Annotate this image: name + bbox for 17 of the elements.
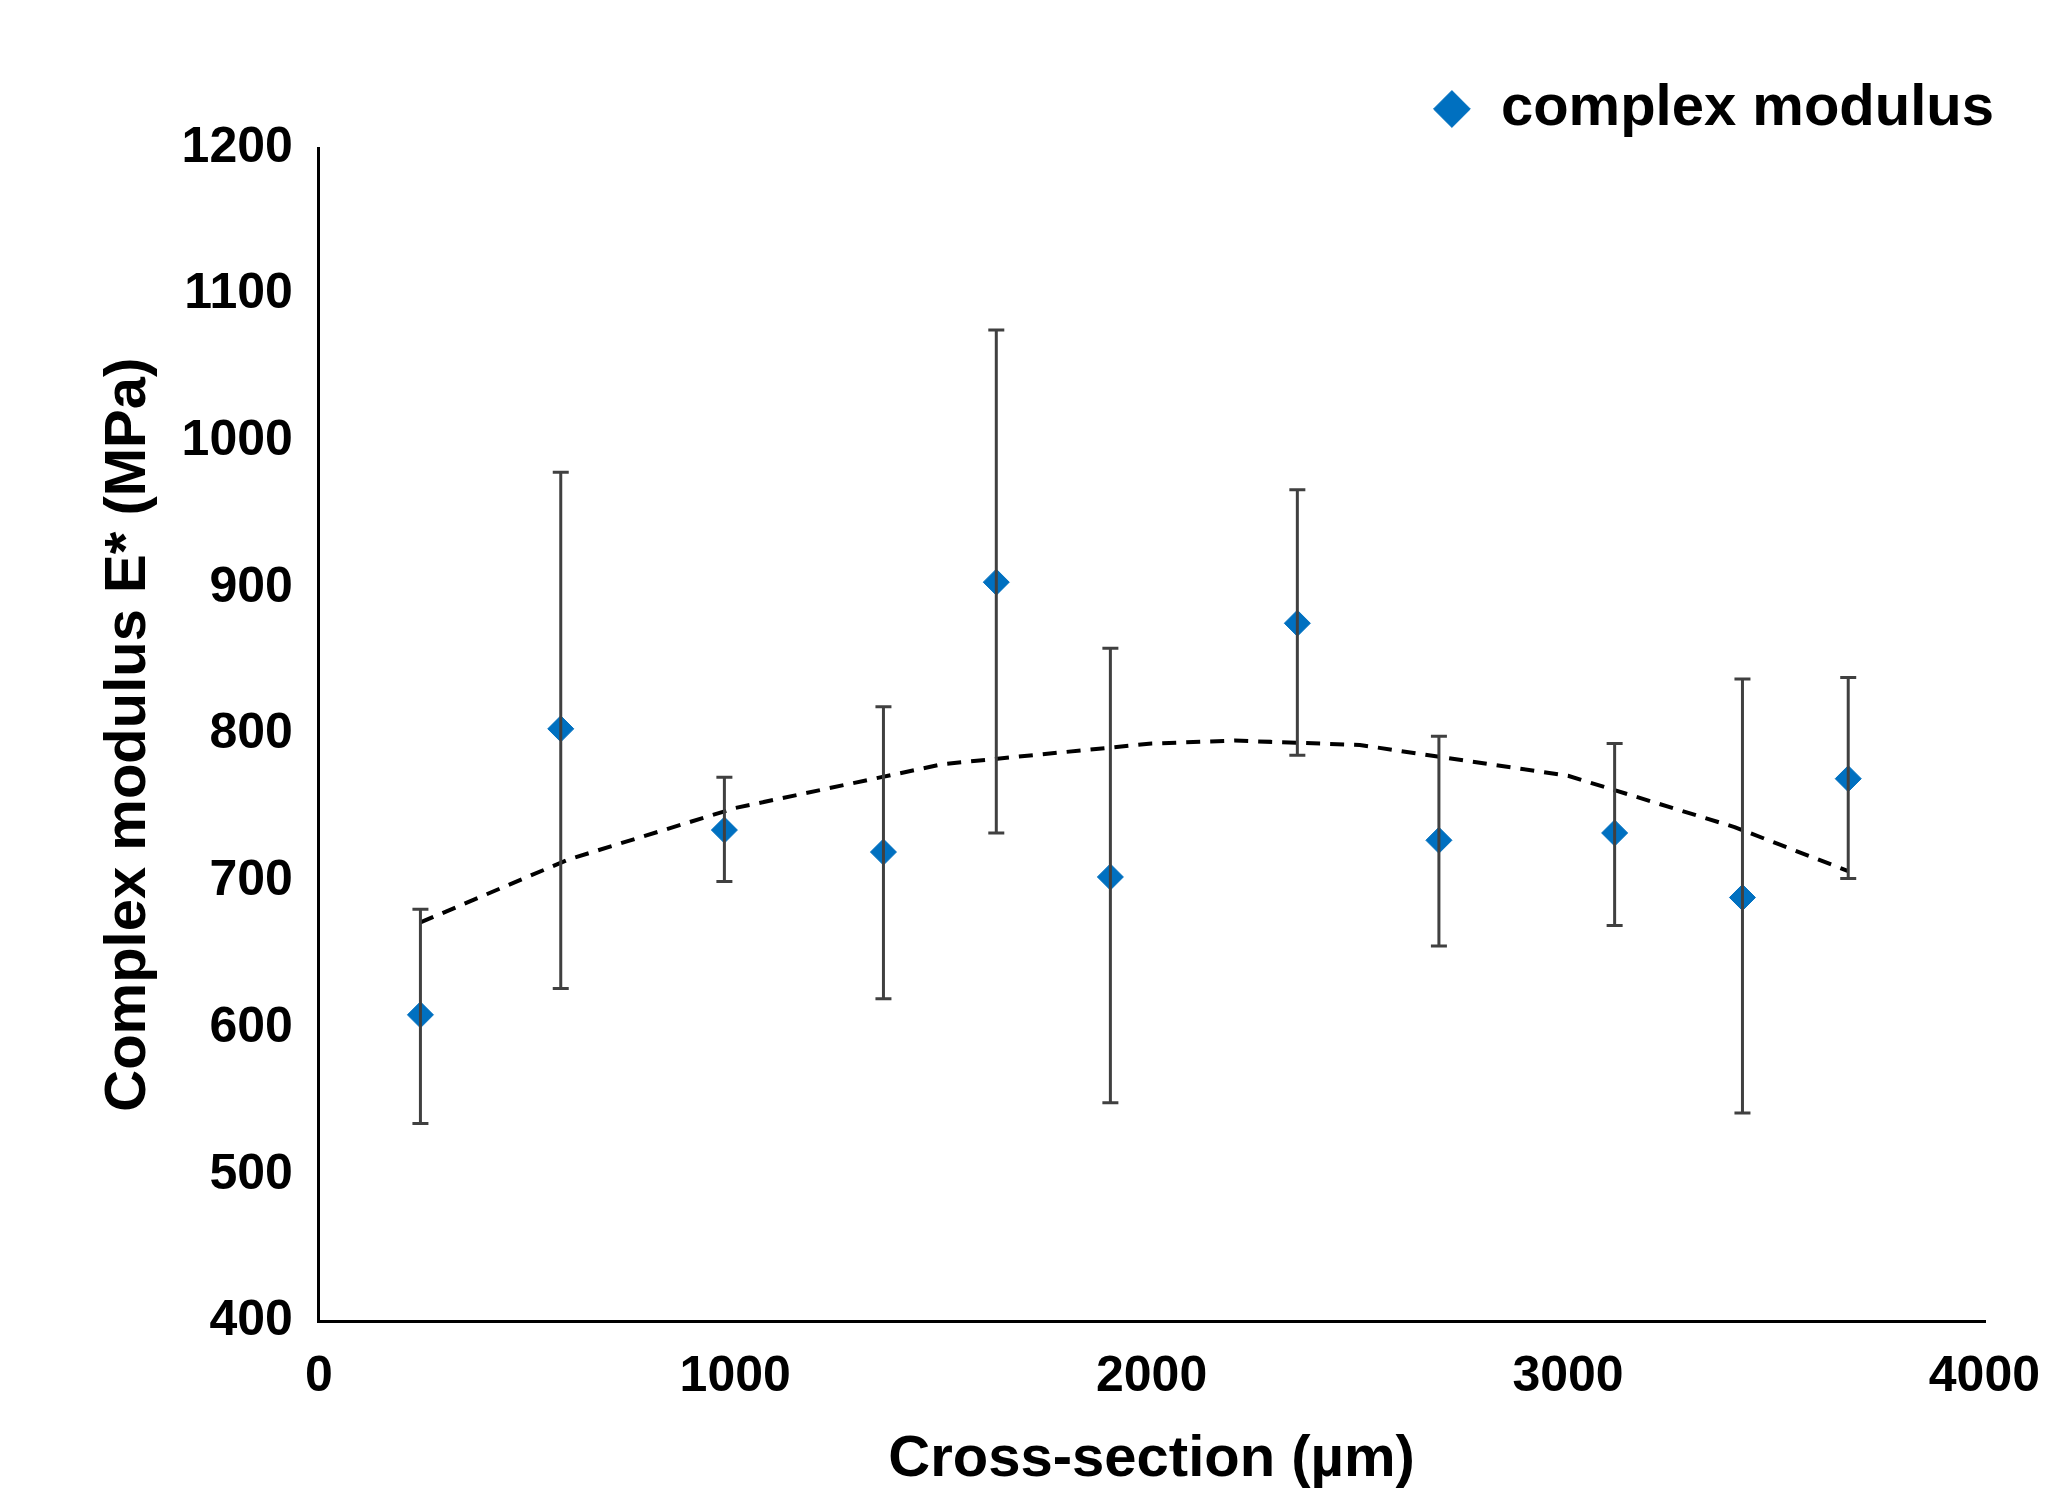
x-tick-label: 4000 [1928, 1346, 2040, 1403]
x-axis-title: Cross-section (µm) [888, 1423, 1415, 1489]
x-tick-label: 3000 [1512, 1346, 1624, 1403]
x-tick-label: 1000 [679, 1346, 791, 1403]
y-axis-title: Complex modulus E* (MPa) [91, 357, 157, 1112]
x-tick-label: 0 [304, 1346, 333, 1403]
y-tick-label: 700 [209, 850, 293, 907]
y-tick-label: 500 [209, 1143, 293, 1200]
legend-label: complex modulus [1500, 72, 1995, 137]
y-tick-label: 1200 [181, 116, 293, 173]
y-tick-label: 600 [209, 996, 293, 1053]
y-tick-label: 1100 [184, 263, 293, 320]
y-tick-label: 400 [209, 1290, 293, 1347]
x-tick-label: 2000 [1095, 1346, 1208, 1403]
y-tick-label: 900 [209, 556, 293, 613]
y-tick-label: 1000 [181, 410, 293, 467]
y-tick-label: 800 [209, 703, 293, 760]
